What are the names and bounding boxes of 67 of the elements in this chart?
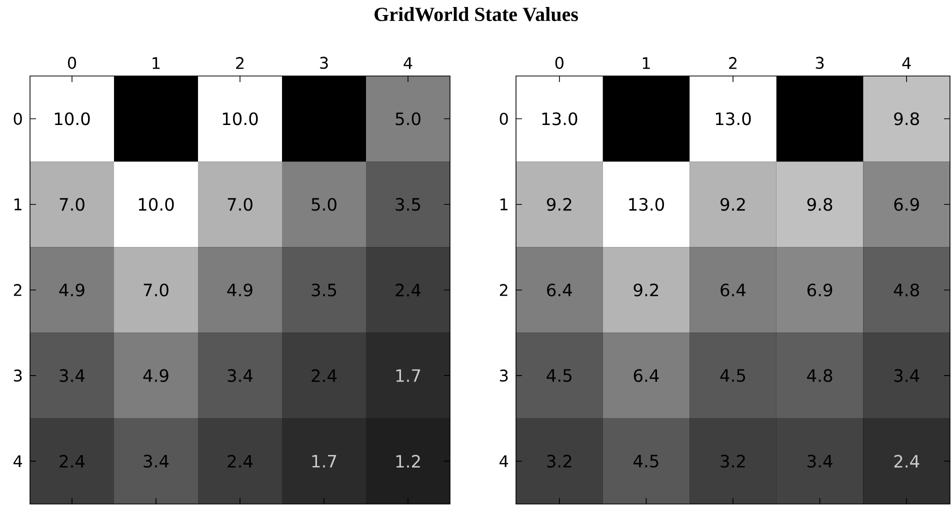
data-label: 3.4 xyxy=(808,454,832,468)
data-label: 4.8 xyxy=(807,369,832,382)
x-tick-label: 2 xyxy=(236,57,244,69)
data-label: 10.0 xyxy=(54,112,90,126)
y-tick-label: 3 xyxy=(14,370,22,382)
x-tick-label: 2 xyxy=(729,57,736,69)
data-label: 2.4 xyxy=(894,454,920,468)
data-label: 7.0 xyxy=(228,198,252,211)
data-label: 6.4 xyxy=(720,284,746,296)
y-tick-label: 0 xyxy=(14,112,22,125)
data-label: 4.5 xyxy=(720,369,746,382)
data-label: 13.0 xyxy=(542,112,578,126)
data-label: 5.0 xyxy=(312,198,336,211)
data-label: 3.5 xyxy=(312,284,336,296)
x-tick-label: 3 xyxy=(320,56,328,69)
data-label: 3.4 xyxy=(894,369,920,382)
data-label: 9.8 xyxy=(807,198,832,211)
x-tick-label: 1 xyxy=(642,57,650,69)
data-label: 4.5 xyxy=(546,369,572,382)
data-label: 4.8 xyxy=(894,284,919,296)
data-label: 6.9 xyxy=(807,284,832,296)
data-label: 13.0 xyxy=(629,198,664,211)
y-tick-label: 2 xyxy=(500,284,508,296)
data-label: 9.2 xyxy=(720,198,745,211)
y-tick-label: 1 xyxy=(14,198,22,210)
data-label: 3.2 xyxy=(720,454,745,468)
data-label: 2.4 xyxy=(228,454,253,468)
data-label: 4.9 xyxy=(227,284,252,296)
x-tick-label: 0 xyxy=(555,56,564,69)
data-label: 2.4 xyxy=(60,454,85,468)
y-tick-label: 1 xyxy=(500,198,508,210)
y-tick-label: 0 xyxy=(500,112,508,125)
data-label: 2.4 xyxy=(396,284,421,296)
data-label: 4.5 xyxy=(634,454,658,468)
data-label: 3.4 xyxy=(60,369,85,382)
x-tick-label: 4 xyxy=(404,57,412,69)
data-label: 9.8 xyxy=(894,112,919,126)
x-tick-label: 1 xyxy=(152,57,160,69)
y-tick-label: 4 xyxy=(500,455,508,468)
chart-title: GridWorld State Values xyxy=(374,7,578,22)
data-label: 13.0 xyxy=(716,112,751,126)
data-label: 4.9 xyxy=(143,369,168,382)
x-tick-label: 3 xyxy=(816,56,824,69)
data-label: 1.7 xyxy=(396,369,420,382)
data-label: 7.0 xyxy=(60,198,84,211)
data-label: 3.2 xyxy=(547,454,572,468)
data-label: 4.9 xyxy=(59,284,84,296)
data-label: 1.2 xyxy=(396,454,420,468)
y-tick-label: 4 xyxy=(14,455,22,468)
data-label: 10.0 xyxy=(138,198,174,211)
data-label: 7.0 xyxy=(144,284,168,296)
x-tick-label: 0 xyxy=(68,56,76,69)
data-label: 3.4 xyxy=(228,369,253,382)
data-label: 6.9 xyxy=(894,198,919,211)
data-label: 10.0 xyxy=(222,112,258,126)
y-tick-label: 2 xyxy=(14,284,22,296)
data-label: 5.0 xyxy=(396,112,420,126)
data-label: 6.4 xyxy=(547,284,572,296)
data-label: 9.2 xyxy=(546,198,572,211)
data-label: 9.2 xyxy=(634,284,658,296)
data-label: 3.4 xyxy=(144,454,169,468)
data-label: 3.5 xyxy=(396,198,420,211)
data-label: 2.4 xyxy=(312,369,337,382)
data-label: 1.7 xyxy=(312,454,336,468)
y-tick-label: 3 xyxy=(500,370,508,382)
data-label: 6.4 xyxy=(634,369,659,382)
x-tick-label: 4 xyxy=(902,57,911,69)
